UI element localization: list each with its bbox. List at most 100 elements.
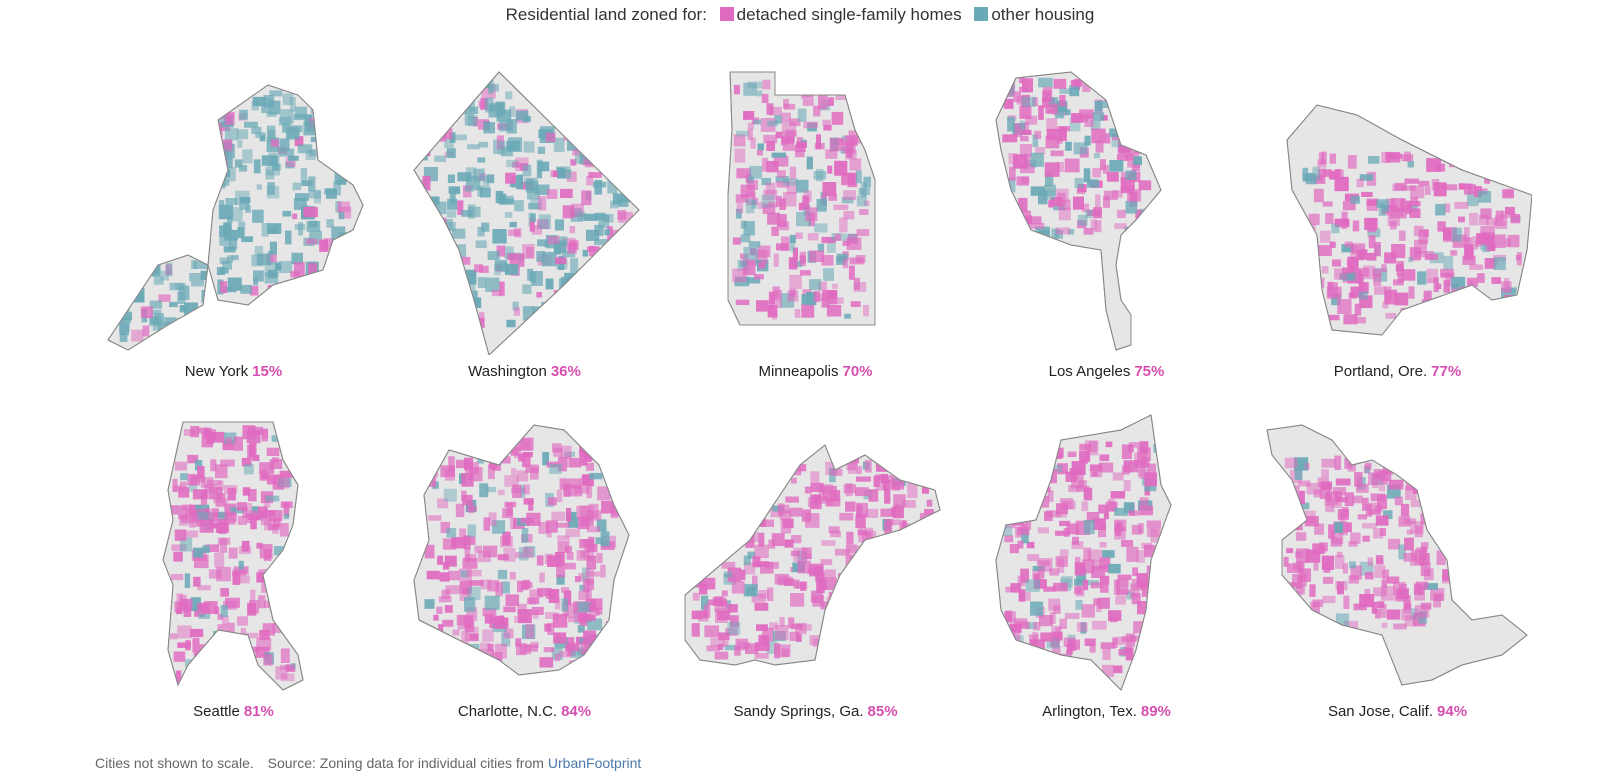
zoning-parcel [893, 494, 906, 507]
zoning-parcel [1350, 565, 1362, 580]
zoning-parcel [536, 292, 542, 298]
zoning-parcel [527, 91, 533, 98]
zoning-parcel [595, 608, 603, 615]
zoning-parcel [256, 253, 271, 266]
zoning-parcel [913, 549, 928, 559]
zoning-parcel [498, 489, 505, 496]
zoning-parcel [736, 202, 744, 214]
zoning-parcel [566, 603, 579, 618]
zoning-parcel [761, 177, 772, 186]
zoning-parcel [442, 119, 454, 127]
zoning-parcel [527, 187, 540, 200]
zoning-parcel [1507, 170, 1517, 182]
zoning-parcel [1102, 647, 1111, 660]
zoning-parcel [434, 221, 442, 230]
zoning-parcel [1022, 225, 1030, 233]
zoning-parcel [1005, 586, 1015, 593]
zoning-parcel [718, 632, 730, 641]
zoning-parcel [855, 487, 869, 497]
zoning-parcel [552, 443, 562, 453]
zoning-parcel [612, 193, 623, 205]
zoning-parcel [537, 146, 546, 154]
boundary-shape [413, 71, 640, 355]
zoning-parcel [1046, 638, 1060, 649]
zoning-parcel [1493, 257, 1506, 270]
zoning-parcel [825, 497, 834, 507]
zoning-parcel [1026, 467, 1036, 473]
city-map-minneapolis: Minneapolis 70% [670, 60, 961, 400]
zoning-parcel [279, 523, 289, 537]
zoning-parcel [537, 161, 550, 172]
zoning-parcel [1319, 484, 1331, 500]
zoning-parcel [1031, 453, 1038, 468]
zoning-parcel [559, 236, 568, 246]
zoning-parcel [821, 255, 834, 266]
zoning-parcel [1029, 222, 1045, 229]
zoning-parcel [1066, 523, 1079, 535]
zoning-parcel [745, 514, 753, 524]
zoning-parcel [898, 600, 911, 614]
zoning-parcel [550, 170, 558, 178]
zoning-pattern [116, 90, 352, 344]
zoning-parcel [1350, 245, 1359, 259]
zoning-parcel [451, 98, 461, 113]
zoning-parcel [1468, 299, 1482, 314]
zoning-parcel [429, 236, 439, 247]
zoning-parcel [225, 198, 238, 205]
zoning-parcel [173, 651, 186, 662]
zoning-parcel [123, 289, 129, 298]
zoning-parcel [295, 193, 309, 201]
zoning-parcel [1368, 472, 1380, 486]
zoning-parcel [827, 239, 836, 253]
zoning-parcel [1368, 509, 1381, 515]
zoning-parcel [1335, 613, 1349, 626]
zoning-parcel [1071, 113, 1084, 123]
zoning-parcel [282, 123, 289, 133]
zoning-parcel [238, 164, 248, 172]
zoning-parcel [506, 502, 513, 516]
zoning-parcel [563, 483, 571, 497]
zoning-parcel [322, 150, 332, 156]
zoning-parcel [1414, 589, 1425, 601]
zoning-parcel [721, 540, 728, 549]
zoning-parcel [718, 532, 725, 542]
city-name: Seattle [193, 703, 240, 720]
zoning-parcel [480, 98, 489, 110]
zoning-parcel [787, 80, 796, 87]
zoning-parcel [1067, 229, 1075, 235]
zoning-parcel [782, 145, 796, 151]
zoning-parcel [260, 510, 272, 526]
zoning-parcel [567, 242, 577, 254]
zoning-parcel [525, 89, 536, 100]
zoning-parcel [462, 440, 473, 454]
zoning-parcel [1349, 561, 1356, 569]
zoning-parcel [1358, 249, 1368, 260]
zoning-parcel [1076, 485, 1090, 492]
zoning-parcel [178, 285, 190, 300]
zoning-parcel [1046, 510, 1061, 518]
zoning-parcel [1074, 578, 1083, 586]
zoning-parcel [522, 284, 532, 294]
zoning-parcel [1402, 185, 1416, 191]
zoning-parcel [1378, 484, 1386, 492]
source-link[interactable]: UrbanFootprint [547, 755, 642, 771]
zoning-parcel [1374, 565, 1386, 578]
zoning-parcel [282, 93, 294, 106]
city-name: Los Angeles [1048, 363, 1131, 380]
zoning-parcel [1074, 586, 1083, 594]
zoning-parcel [1438, 300, 1449, 309]
zoning-parcel [119, 322, 129, 336]
zoning-parcel [437, 318, 452, 325]
zoning-parcel [1358, 291, 1368, 300]
zoning-parcel [1452, 227, 1462, 242]
zoning-parcel [816, 199, 827, 212]
zoning-parcel [1331, 293, 1341, 306]
zoning-parcel [572, 149, 580, 156]
zoning-parcel [1431, 179, 1440, 191]
zoning-parcel [760, 562, 774, 574]
zoning-parcel [917, 535, 923, 545]
zoning-parcel [199, 644, 209, 654]
zoning-parcel [1030, 601, 1044, 616]
zoning-parcel [596, 120, 605, 128]
zoning-parcel [1037, 527, 1050, 534]
